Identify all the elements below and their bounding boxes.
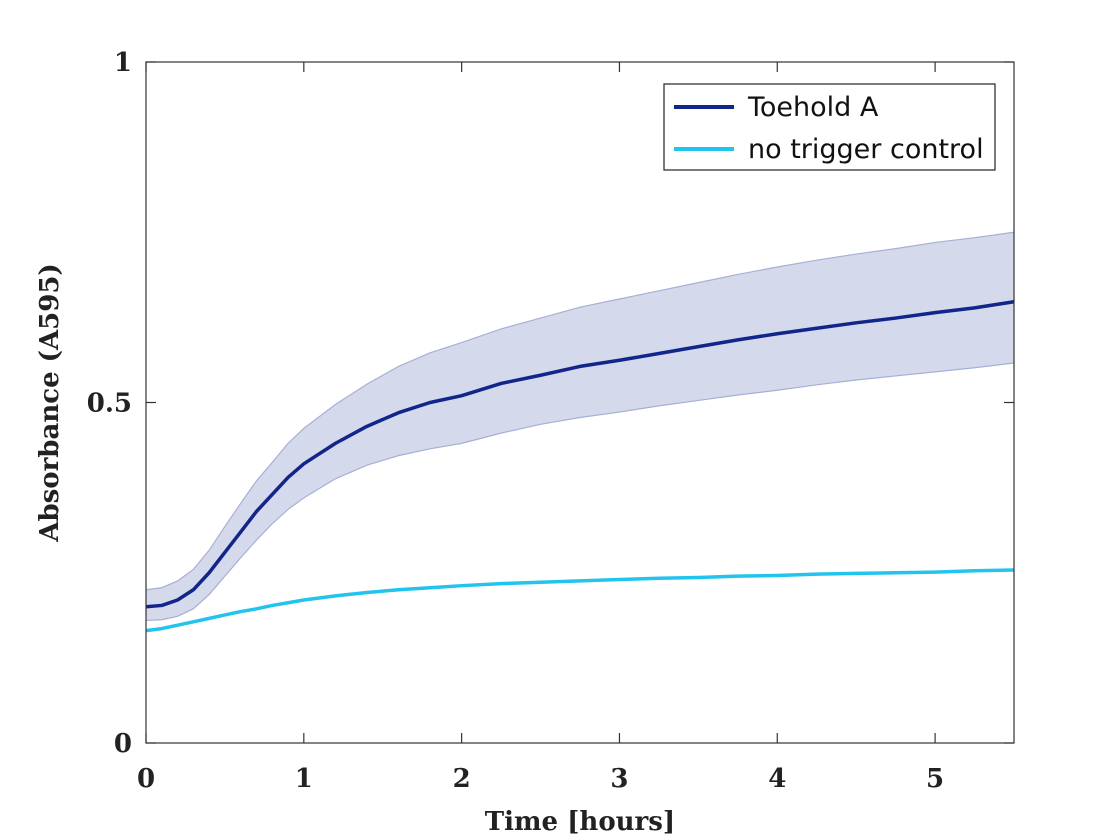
band-lower-edge-0 [145, 362, 1015, 622]
x-tick-label: 4 [768, 764, 786, 794]
x-tick-label: 2 [453, 764, 471, 794]
x-tick-label: 5 [926, 764, 944, 794]
y-axis-title: Absorbance (A595) [35, 263, 65, 542]
x-axis-title: Time [hours] [485, 807, 675, 837]
band-upper-edge-0 [145, 231, 1015, 591]
series-line-0 [145, 299, 1015, 609]
legend-label-no-trigger-control: no trigger control [748, 134, 984, 165]
y-tick-label: 1 [114, 48, 132, 78]
x-tick-label: 3 [610, 764, 628, 794]
series-lines [145, 299, 1015, 633]
x-tick-label: 0 [137, 764, 155, 794]
x-tick-label: 1 [295, 764, 313, 794]
legend-box [663, 83, 996, 171]
y-tick-label: 0.5 [87, 389, 132, 419]
y-axis-ticks: 00.51 [87, 48, 1014, 759]
series-line-1 [145, 568, 1015, 633]
legend: Toehold A no trigger control [663, 83, 996, 171]
x-axis-ticks: 0 1 2 3 4 5 [137, 62, 944, 794]
legend-label-toehold-a: Toehold A [747, 92, 879, 123]
y-tick-label: 0 [114, 729, 132, 759]
